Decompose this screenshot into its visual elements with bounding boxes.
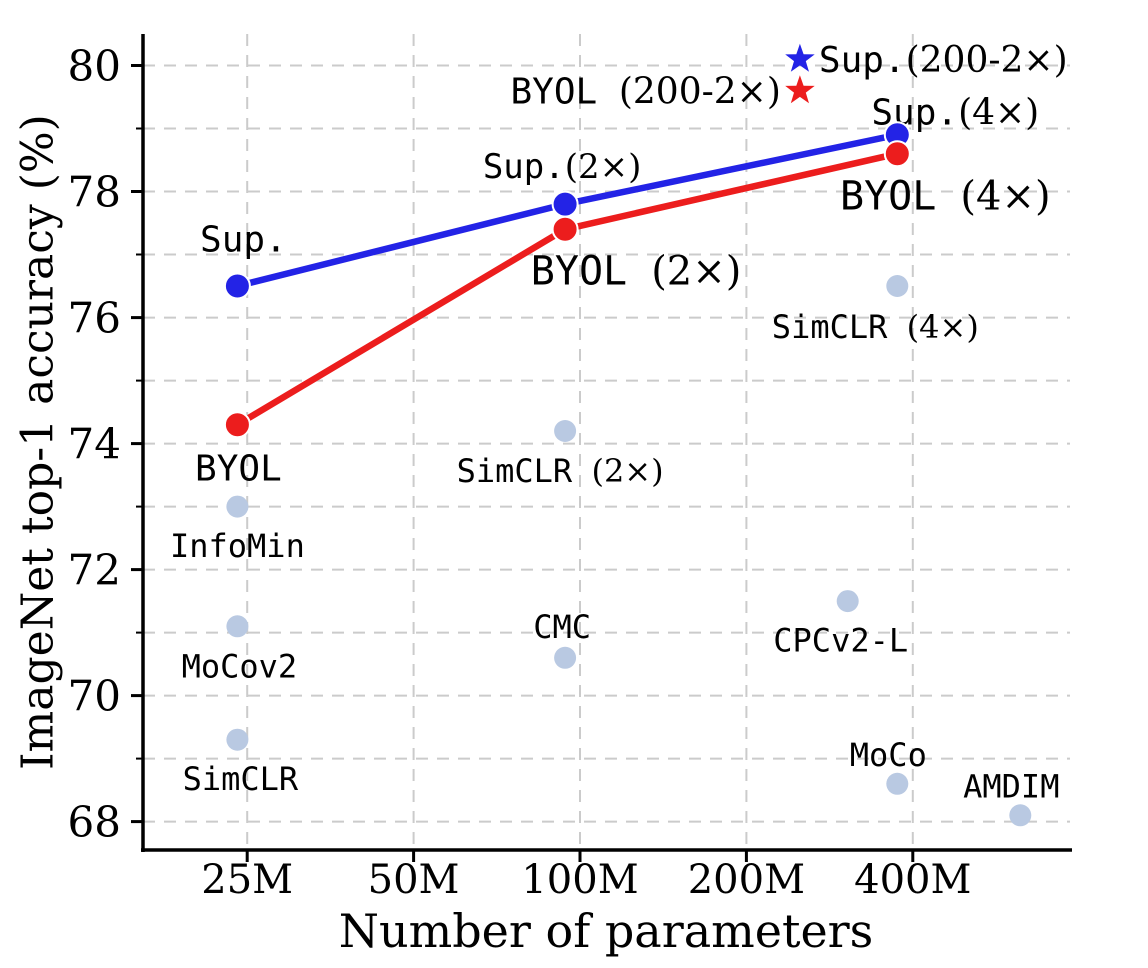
y-tick-label-74: 74 xyxy=(68,420,121,469)
baseline-points xyxy=(226,275,1032,827)
label-BYOL (2×): BYOL (2×) xyxy=(531,248,742,294)
x-tick-label-200M: 200M xyxy=(688,857,805,903)
label-SimCLR: SimCLR xyxy=(183,760,299,798)
point-Sup.(2×) xyxy=(551,190,579,218)
label-SimCLR (4×): SimCLR (4×) xyxy=(772,308,979,346)
label-Sup.(4×): Sup.(4×) xyxy=(871,92,1039,133)
star-Sup.(200-2×) xyxy=(785,43,815,72)
point-BYOL (4×) xyxy=(883,140,911,168)
label-MoCov2: MoCov2 xyxy=(182,648,298,686)
x-axis-title: Number of parameters xyxy=(338,904,874,958)
point-AMDIM xyxy=(1009,804,1032,827)
y-tick-label-80: 80 xyxy=(68,42,121,91)
label-BYOL: BYOL xyxy=(195,448,282,489)
point-InfoMin xyxy=(226,495,249,518)
label-InfoMin: InfoMin xyxy=(170,527,305,565)
label-AMDIM: AMDIM xyxy=(963,768,1059,806)
point-SimCLR (4×) xyxy=(886,275,909,297)
point-BYOL (2×) xyxy=(551,215,579,243)
annotations: Sup.(200-2×) BYOL (200-2×) Sup. Sup.(2×) Sup… xyxy=(170,40,1068,805)
point-MoCo xyxy=(886,772,909,795)
star-BYOL (200-2×) xyxy=(785,75,815,104)
label-Sup.(2×): Sup.(2×) xyxy=(483,147,642,187)
label-CMC: CMC xyxy=(533,608,591,646)
point-Sup. xyxy=(223,272,251,300)
point-CMC xyxy=(554,646,577,669)
y-tick-label-70: 70 xyxy=(68,672,121,721)
point-MoCov2 xyxy=(226,615,249,638)
label-BYOL (200-2×): BYOL (200-2×) xyxy=(510,72,780,113)
label-Sup.(200-2×): Sup.(200-2×) xyxy=(819,40,1068,81)
series-byol xyxy=(223,140,911,439)
point-BYOL xyxy=(223,411,251,439)
axes: 68 70 72 74 76 78 80 25M 50M 100M 200M 400M xyxy=(68,34,1072,903)
gridlines xyxy=(143,34,1070,850)
label-SimCLR (2×): SimCLR (2×) xyxy=(457,452,664,490)
point-SimCLR xyxy=(226,728,249,751)
y-axis-title: ImageNet top-1 accuracy (%) xyxy=(12,114,64,770)
label-Sup.: Sup. xyxy=(200,220,287,261)
x-tick-label-400M: 400M xyxy=(854,857,971,903)
label-BYOL (4×): BYOL (4×) xyxy=(840,174,1051,220)
point-CPCv2-L xyxy=(836,590,859,613)
label-MoCo: MoCo xyxy=(850,736,927,774)
y-tick-label-76: 76 xyxy=(68,294,121,343)
x-tick-label-50M: 50M xyxy=(368,857,460,903)
point-SimCLR (2×) xyxy=(554,420,577,442)
series-sup xyxy=(223,121,911,300)
y-tick-label-78: 78 xyxy=(68,168,121,217)
legend xyxy=(785,43,815,104)
y-tick-label-68: 68 xyxy=(68,798,121,847)
label-CPCv2-L: CPCv2-L xyxy=(773,621,908,659)
x-tick-label-25M: 25M xyxy=(201,857,293,903)
y-tick-label-72: 72 xyxy=(68,546,121,595)
x-tick-label-100M: 100M xyxy=(521,857,638,903)
